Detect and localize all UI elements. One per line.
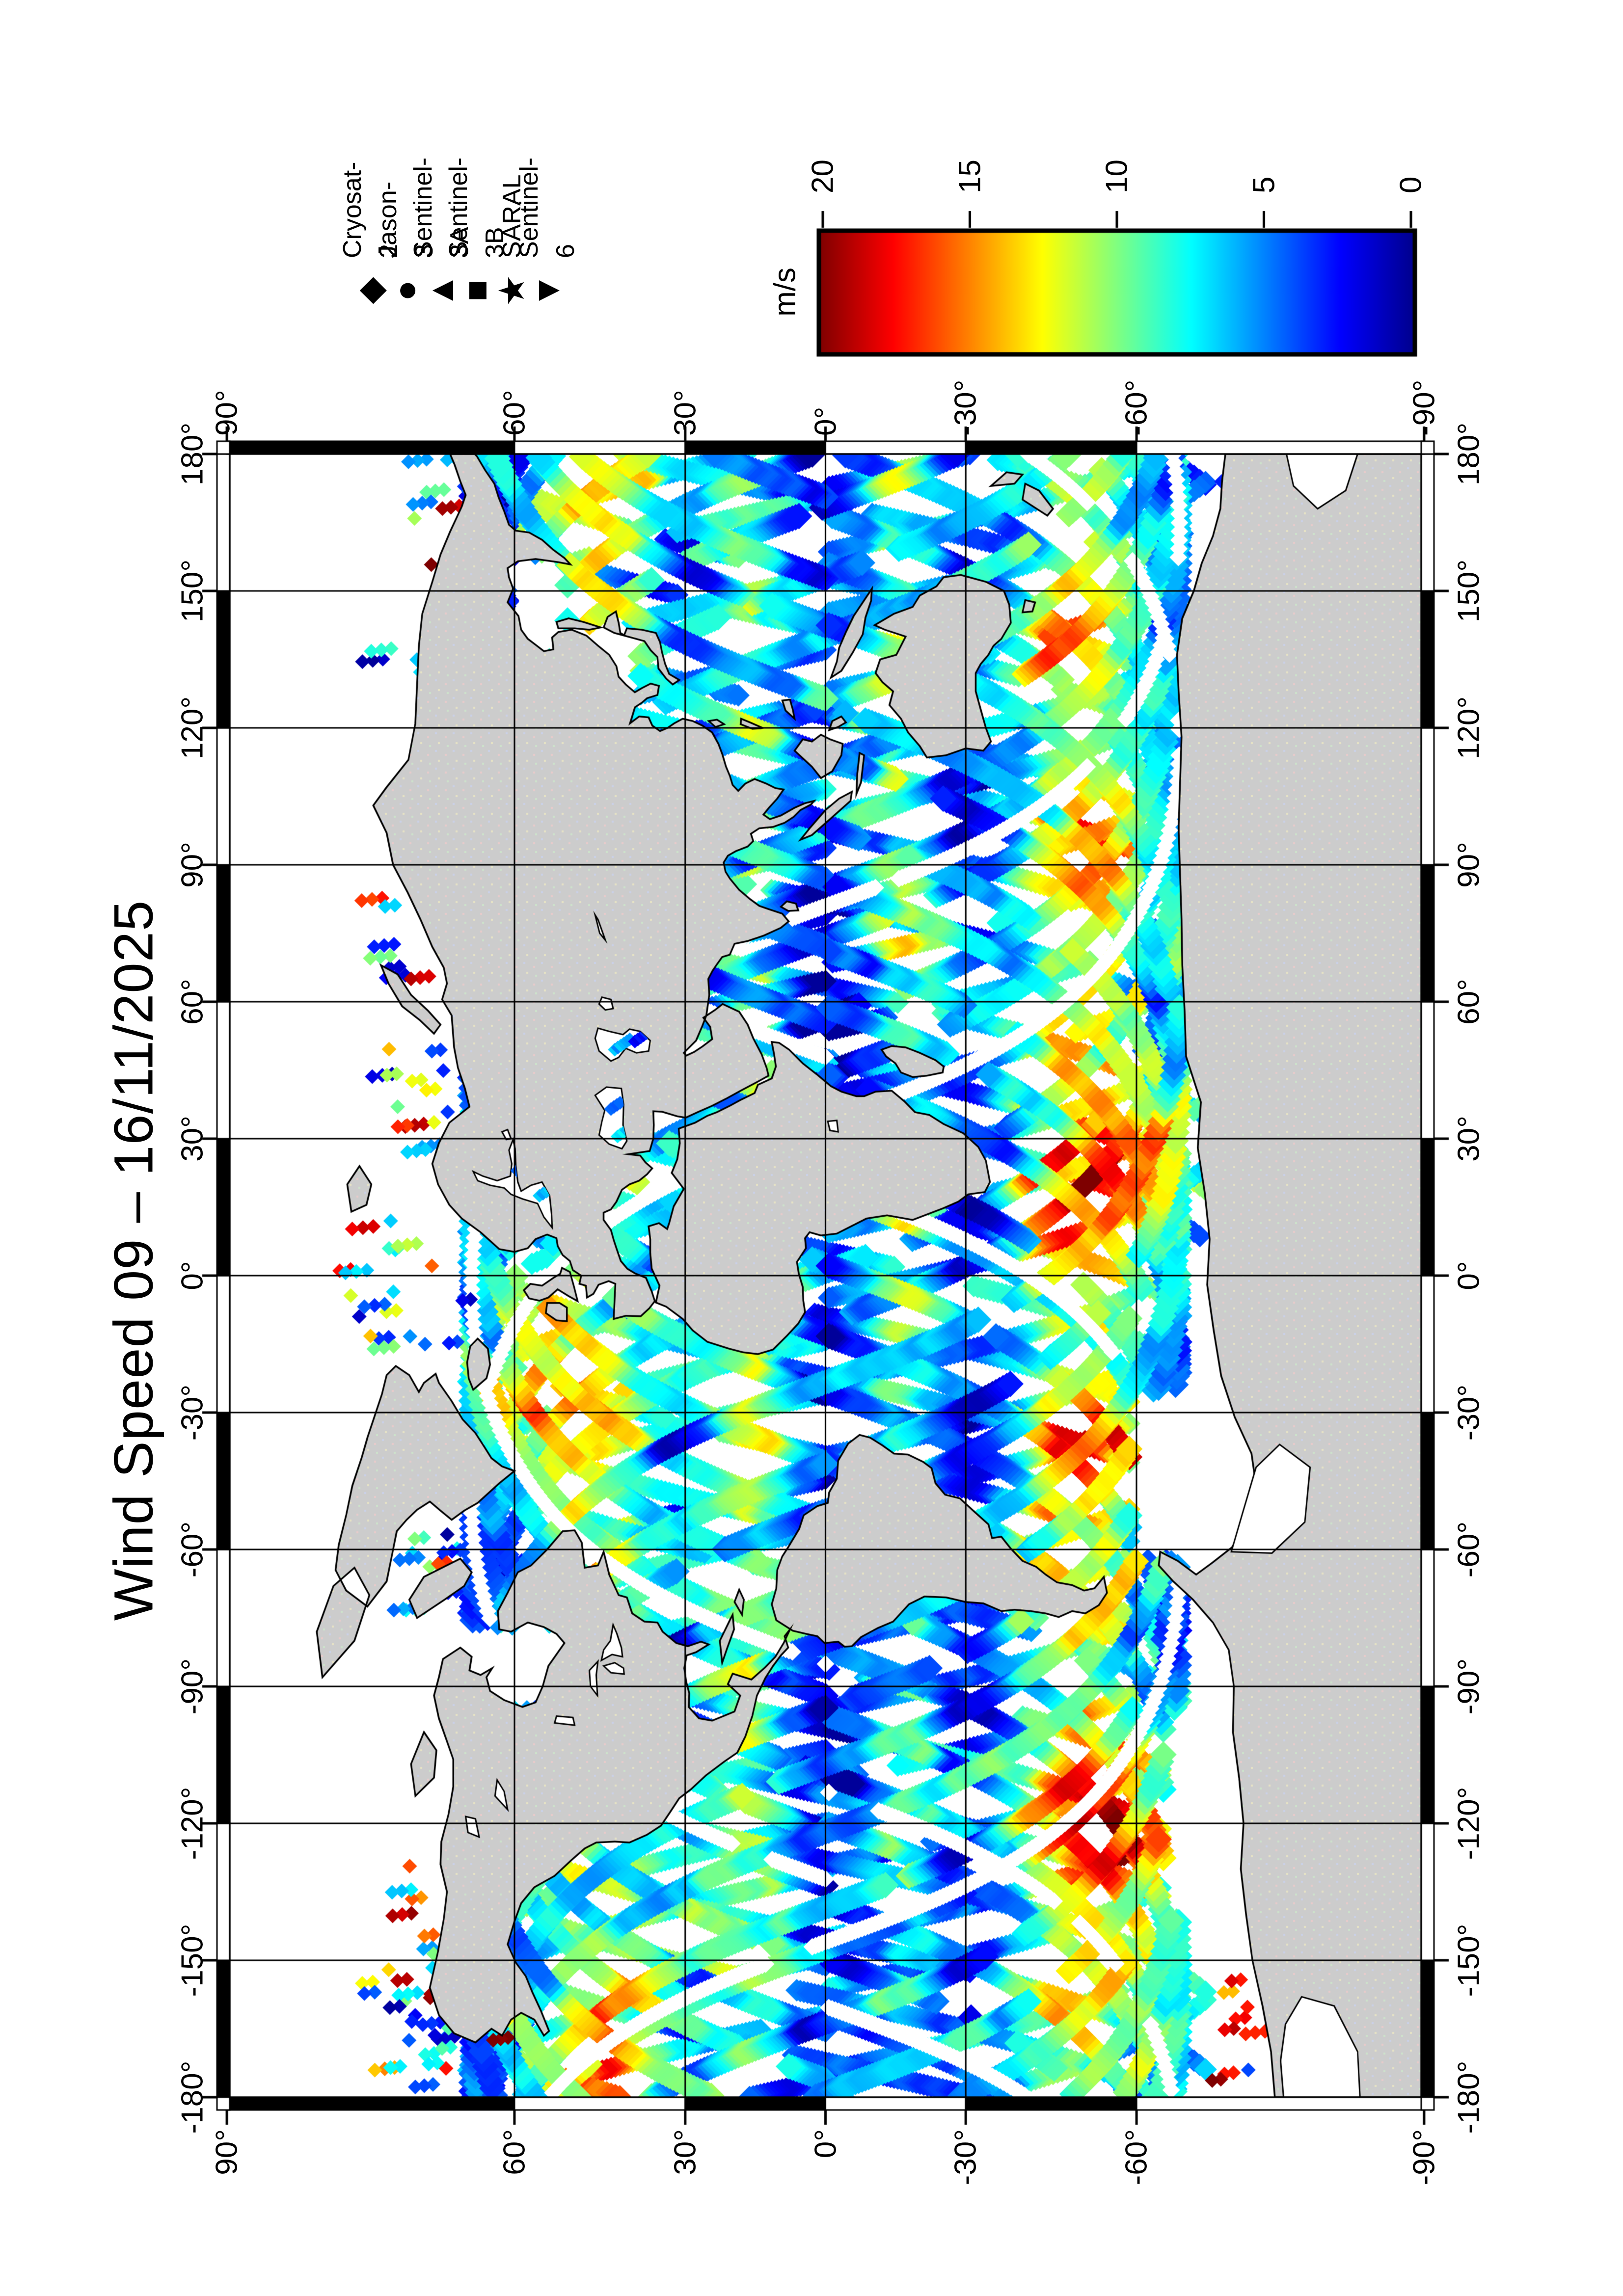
lat-tick-label-right: 60° [497,390,532,436]
triangle-icon: ▲ [422,273,461,308]
lon-tick-label-top: -180° [175,2060,210,2134]
lat-tick-label-right: -30° [948,379,983,436]
lon-tick-label-bottom: -180° [1452,2060,1486,2134]
lon-tick-label-top: 90° [175,842,210,888]
colorbar-tick-label: 15 [953,160,987,193]
lat-tick-label-left: -30° [948,2129,983,2186]
lon-tick-label-top: -90° [175,1658,210,1715]
lon-tick-label-top: -120° [175,1787,210,1860]
lon-tick-label-bottom: 0° [1452,1261,1486,1290]
lat-tick-label-left: 30° [668,2129,703,2175]
inv-triangle-icon: ▼ [528,273,567,308]
lat-tick-label-left: 0° [809,2129,842,2159]
lon-tick-label-bottom: -30° [1452,1384,1486,1441]
diamond-icon: ◆ [351,277,390,304]
lon-tick-label-top: 0° [175,1261,210,1290]
colorbar-tick-label: 0 [1394,176,1428,193]
lon-tick-label-bottom: -150° [1452,1923,1486,1997]
lat-tick-label-right: 30° [668,390,703,436]
lon-tick-label-bottom: 90° [1452,842,1486,888]
lon-tick-label-top: 150° [175,559,210,623]
colorbar-tick-label: 5 [1247,176,1281,193]
lat-tick-label-right: 0° [809,406,842,436]
lon-tick-label-bottom: 120° [1452,696,1486,760]
colorbar-unit-label: m/s [768,267,802,317]
lon-tick-label-bottom: 60° [1452,979,1486,1025]
lon-tick-label-top: 180° [175,422,210,486]
plot-title: Wind Speed 09 – 16/11/2025 [103,900,164,1621]
lon-tick-label-bottom: -60° [1452,1521,1486,1578]
lon-tick-label-top: 60° [175,979,210,1025]
lat-tick-label-right: -90° [1407,379,1441,436]
lon-tick-label-bottom: 30° [1452,1116,1486,1162]
lon-tick-label-top: -30° [175,1384,210,1441]
lon-tick-label-top: -150° [175,1923,210,1997]
lon-tick-label-top: 30° [175,1116,210,1162]
lon-tick-label-bottom: -120° [1452,1787,1486,1860]
colorbar-tick-label: 20 [806,160,840,193]
lat-tick-label-left: 60° [497,2129,532,2175]
lat-tick-label-right: 90° [210,390,244,436]
colorbar-tick-label: 10 [1100,160,1134,193]
lat-tick-label-left: -60° [1119,2129,1154,2186]
lon-tick-label-bottom: 150° [1452,559,1486,623]
lon-tick-label-bottom: 180° [1452,422,1486,486]
lat-tick-label-left: 90° [210,2129,244,2175]
lon-tick-label-bottom: -90° [1452,1658,1486,1715]
lat-tick-label-right: -60° [1119,379,1154,436]
circle-icon: ● [386,280,426,301]
lon-tick-label-top: 120° [175,696,210,760]
lat-tick-label-left: -90° [1407,2129,1441,2186]
legend-label: Sentinel-6 [515,157,580,258]
star-icon: ★ [492,274,532,307]
square-icon: ■ [457,280,496,301]
lon-tick-label-top: -60° [175,1521,210,1578]
